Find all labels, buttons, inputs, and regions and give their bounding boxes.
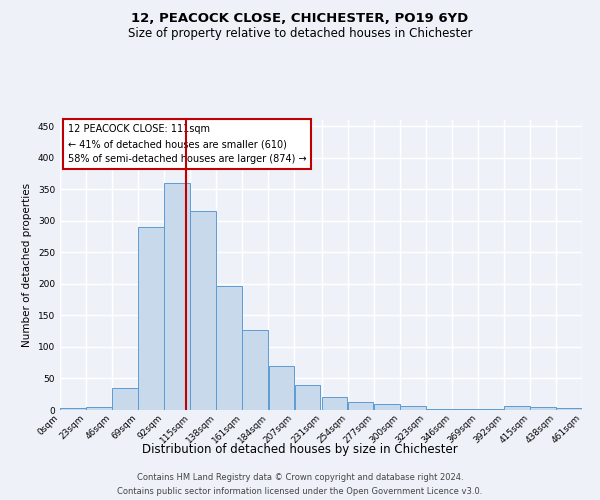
Bar	[556, 408, 582, 410]
Bar	[295, 385, 320, 410]
Bar	[86, 407, 112, 410]
Bar	[164, 183, 190, 410]
Y-axis label: Number of detached properties: Number of detached properties	[22, 183, 32, 347]
Text: 12 PEACOCK CLOSE: 111sqm
← 41% of detached houses are smaller (610)
58% of semi-: 12 PEACOCK CLOSE: 111sqm ← 41% of detach…	[68, 124, 307, 164]
Bar	[348, 402, 373, 410]
Bar	[217, 286, 242, 410]
Bar	[322, 398, 347, 410]
Bar	[60, 408, 86, 410]
Bar	[504, 406, 530, 410]
Text: Size of property relative to detached houses in Chichester: Size of property relative to detached ho…	[128, 28, 472, 40]
Bar	[530, 407, 556, 410]
Bar	[190, 212, 216, 410]
Bar	[269, 366, 294, 410]
Text: Contains HM Land Registry data © Crown copyright and database right 2024.: Contains HM Land Registry data © Crown c…	[137, 472, 463, 482]
Bar	[112, 388, 138, 410]
Text: Distribution of detached houses by size in Chichester: Distribution of detached houses by size …	[142, 442, 458, 456]
Text: 12, PEACOCK CLOSE, CHICHESTER, PO19 6YD: 12, PEACOCK CLOSE, CHICHESTER, PO19 6YD	[131, 12, 469, 26]
Bar	[452, 408, 478, 410]
Bar	[139, 227, 164, 410]
Bar	[242, 330, 268, 410]
Bar	[400, 406, 425, 410]
Bar	[374, 404, 400, 410]
Bar	[478, 408, 504, 410]
Bar	[426, 408, 452, 410]
Text: Contains public sector information licensed under the Open Government Licence v3: Contains public sector information licen…	[118, 488, 482, 496]
